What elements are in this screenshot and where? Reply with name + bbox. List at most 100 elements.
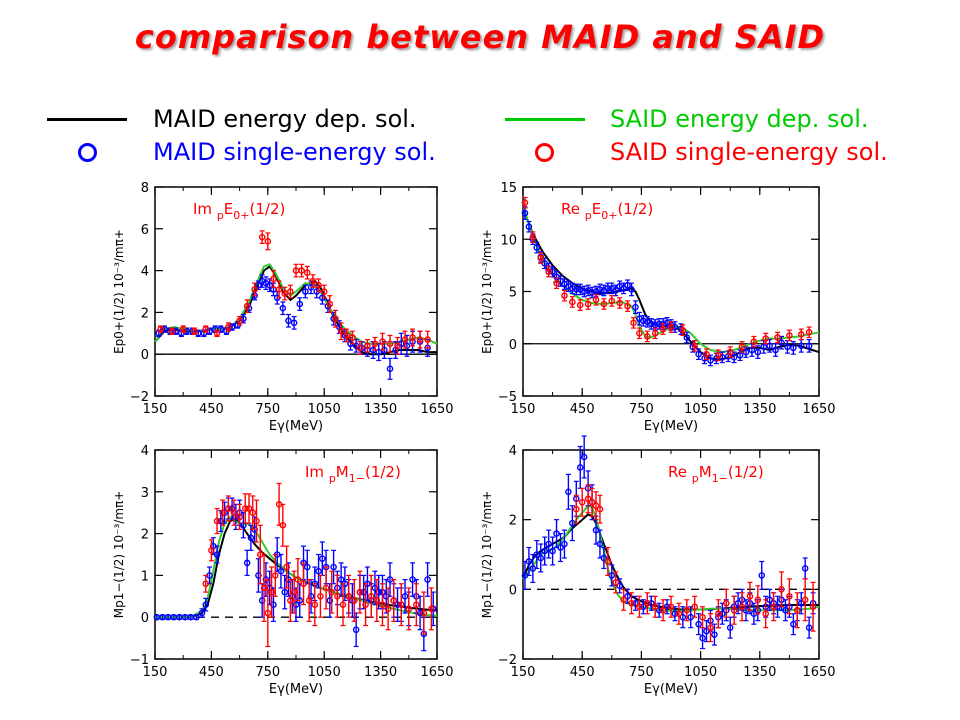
said-se-point bbox=[241, 505, 249, 512]
x-tick-label: 1050 bbox=[308, 402, 341, 417]
maid-se-point bbox=[213, 551, 221, 558]
said-se-point bbox=[521, 199, 529, 206]
maid-se-point bbox=[754, 348, 762, 356]
said-se-point bbox=[738, 603, 746, 611]
plot-frame bbox=[522, 449, 820, 660]
panel-label-part: p bbox=[217, 209, 224, 222]
said-ed-curve bbox=[522, 504, 820, 612]
said-se-point bbox=[667, 603, 675, 611]
maid-se-point bbox=[545, 540, 552, 548]
said-se-point bbox=[707, 624, 714, 631]
said-se-point bbox=[659, 606, 667, 614]
maid-se-point bbox=[620, 285, 627, 292]
maid-se-point bbox=[797, 342, 805, 350]
panel-label-part: (1/2) bbox=[250, 200, 286, 218]
maid-se-point bbox=[255, 572, 262, 579]
x-tick-label: 750 bbox=[255, 665, 280, 680]
maid-se-point bbox=[580, 453, 588, 461]
maid-se-point bbox=[699, 634, 706, 642]
said-se-legend-marker bbox=[535, 143, 554, 162]
x-tick-label: 1650 bbox=[802, 402, 835, 417]
said-se-point bbox=[334, 593, 341, 600]
maid-se-point bbox=[549, 547, 556, 555]
y-tick-label: 3 bbox=[141, 486, 149, 501]
said-se-point bbox=[584, 495, 592, 503]
said-se-point bbox=[537, 254, 545, 262]
maid-se-point bbox=[782, 606, 789, 614]
said-se-point bbox=[420, 609, 428, 617]
maid-se-point bbox=[296, 300, 304, 308]
maid-se-point bbox=[198, 609, 206, 617]
maid-se-point bbox=[193, 613, 200, 621]
panel-label-part: 0+ bbox=[601, 209, 617, 222]
said-se-point bbox=[746, 593, 754, 600]
maid-se-point bbox=[576, 464, 584, 471]
maid-se-point bbox=[596, 286, 604, 293]
maid-se-point bbox=[612, 287, 620, 294]
y-tick-label: 2 bbox=[141, 306, 149, 321]
maid-se-point bbox=[533, 244, 541, 251]
said-se-point bbox=[208, 547, 215, 554]
maid-se-point bbox=[671, 323, 679, 331]
maid-se-point bbox=[647, 320, 655, 328]
maid-se-point bbox=[569, 285, 576, 292]
maid-se-point bbox=[624, 281, 631, 289]
maid-se-point bbox=[671, 610, 679, 618]
said-se-point bbox=[397, 601, 405, 608]
y-tick-label: 10 bbox=[500, 233, 517, 248]
maid-se-point bbox=[600, 554, 608, 562]
said-se-point bbox=[401, 336, 409, 343]
said-se-point bbox=[584, 300, 592, 308]
x-tick-label: 1350 bbox=[743, 402, 776, 417]
x-tick-label: 1650 bbox=[420, 665, 453, 680]
x-tick-label: 1050 bbox=[308, 665, 341, 680]
said-se-point bbox=[322, 584, 330, 592]
said-se-point bbox=[236, 317, 243, 325]
said-se-point bbox=[350, 597, 358, 604]
maid-se-point bbox=[228, 323, 236, 331]
maid-se-point bbox=[805, 624, 813, 631]
maid-se-point bbox=[161, 325, 168, 333]
x-tick-label: 750 bbox=[629, 665, 654, 680]
said-se-point bbox=[592, 502, 600, 510]
said-se-point bbox=[245, 505, 253, 512]
said-se-point bbox=[691, 603, 698, 611]
said-se-point bbox=[659, 325, 667, 333]
said-se-point bbox=[303, 269, 311, 276]
maid-se-point bbox=[572, 286, 580, 293]
panel-label: Im pM1−(1/2) bbox=[305, 463, 401, 485]
panel-label-part: p bbox=[692, 472, 699, 485]
said-se-point bbox=[337, 327, 345, 335]
panel-label: Im pE0+(1/2) bbox=[193, 200, 285, 222]
said-se-point bbox=[786, 332, 793, 339]
maid-se-point bbox=[758, 572, 766, 579]
said-se-point bbox=[667, 323, 675, 331]
said-se-point bbox=[636, 329, 643, 337]
said-se-point bbox=[797, 331, 805, 338]
x-tick-label: 150 bbox=[511, 402, 536, 417]
maid-ed-legend-line bbox=[47, 118, 127, 121]
said-se-point bbox=[691, 342, 698, 350]
said-se-point bbox=[762, 610, 770, 618]
y-tick-label: 4 bbox=[141, 265, 149, 280]
maid-se-point bbox=[640, 603, 647, 611]
said-se-point bbox=[612, 579, 620, 586]
said-se-point bbox=[253, 517, 260, 525]
x-tick-label: 1350 bbox=[743, 665, 776, 680]
y-tick-label: 15 bbox=[500, 181, 517, 196]
maid-se-point bbox=[640, 317, 647, 325]
panel-label-part: Re bbox=[668, 463, 692, 481]
maid-ed-legend-label: MAID energy dep. sol. bbox=[153, 105, 417, 133]
said-se-point bbox=[213, 329, 221, 337]
maid-se-point bbox=[805, 342, 813, 350]
maid-se-point bbox=[360, 588, 367, 596]
x-tick-label: 1650 bbox=[420, 402, 453, 417]
maid-ed-curve bbox=[522, 513, 819, 611]
panel-label-part: E bbox=[224, 200, 233, 218]
maid-se-point bbox=[302, 288, 309, 295]
chart-panel-4: 150 450 750 1050 1350 1650 −2 0 2 4 Re pM1−(1/2) Eγ… bbox=[480, 435, 836, 697]
maid-se-point bbox=[790, 620, 797, 628]
said-se-point bbox=[754, 596, 762, 604]
said-se-point bbox=[281, 290, 289, 297]
maid-se-point bbox=[580, 288, 588, 295]
